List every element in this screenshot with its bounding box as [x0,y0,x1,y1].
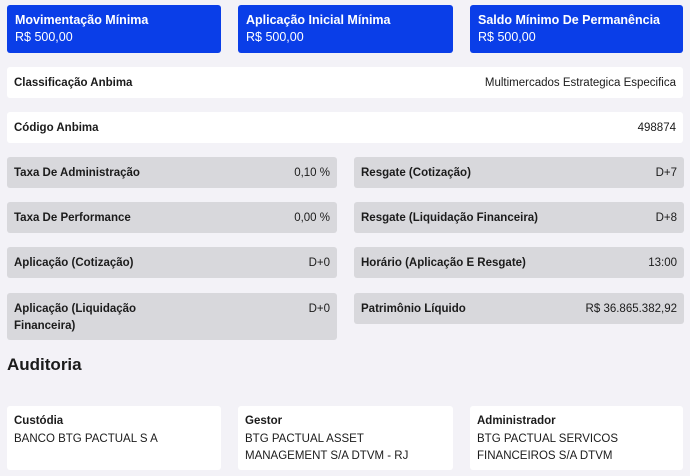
row-label: Taxa De Performance [14,211,131,224]
patrimonio-liquido-row: Patrimônio Líquido R$ 36.865.382,92 [354,293,684,324]
card-value: BANCO BTG PACTUAL S A [14,433,158,445]
card-value: BTG PACTUAL SERVICOS FINANCEIROS S/A DTV… [477,433,619,462]
row-value: 0,10 % [294,166,330,179]
row-label: Patrimônio Líquido [361,302,466,315]
aplicacao-cotizacao-row: Aplicação (Cotização) D+0 [7,247,337,278]
card-title: Administrador [477,415,556,427]
aplicacao-liquidacao-row: Aplicação (Liquidação Financeira) D+0 [7,293,337,340]
codigo-anbima-row: Código Anbima 498874 [7,112,683,143]
administrador-card: Administrador BTG PACTUAL SERVICOS FINAN… [470,406,683,470]
card-value: R$ 500,00 [478,30,536,44]
row-label: Resgate (Liquidação Financeira) [361,211,539,224]
custodia-card: Custódia BANCO BTG PACTUAL S A [7,406,221,470]
card-title: Gestor [245,415,283,427]
row-value: 0,00 % [294,211,330,224]
resgate-cotizacao-row: Resgate (Cotização) D+7 [354,157,684,188]
row-value: D+8 [655,211,677,224]
row-label: Código Anbima [14,121,99,134]
row-label: Taxa De Administração [14,166,140,179]
resgate-liquidacao-row: Resgate (Liquidação Financeira) D+8 [354,202,684,233]
row-label: Resgate (Cotização) [361,166,471,179]
card-value: R$ 500,00 [246,30,304,44]
row-label: Classificação Anbima [14,76,133,89]
section-title-auditoria: Auditoria [7,355,82,374]
card-value: R$ 500,00 [15,30,73,44]
row-label: Horário (Aplicação E Resgate) [361,256,526,269]
card-aplicacao-inicial-minima: Aplicação Inicial Mínima R$ 500,00 [238,5,453,53]
row-value: 13:00 [648,256,677,269]
row-value: R$ 36.865.382,92 [585,302,677,315]
card-title: Custódia [14,415,64,427]
row-value: Multimercados Estrategica Especifica [484,76,676,89]
taxa-administracao-row: Taxa De Administração 0,10 % [7,157,337,188]
row-value: D+0 [308,303,330,315]
row-label: Aplicação (Liquidação Financeira) [14,303,137,332]
card-value: BTG PACTUAL ASSET MANAGEMENT S/A DTVM - … [245,433,409,462]
card-movimentacao-minima: Movimentação Mínima R$ 500,00 [7,5,221,53]
horario-row: Horário (Aplicação E Resgate) 13:00 [354,247,684,278]
row-value: D+0 [308,256,330,269]
card-title: Movimentação Mínima [15,13,149,27]
row-value: D+7 [655,166,677,179]
card-title: Saldo Mínimo De Permanência [478,13,660,27]
row-label: Aplicação (Cotização) [14,256,134,269]
gestor-card: Gestor BTG PACTUAL ASSET MANAGEMENT S/A … [238,406,453,470]
card-title: Aplicação Inicial Mínima [246,13,391,27]
card-saldo-minimo-permanencia: Saldo Mínimo De Permanência R$ 500,00 [470,5,683,53]
taxa-performance-row: Taxa De Performance 0,00 % [7,202,337,233]
classificacao-anbima-row: Classificação Anbima Multimercados Estra… [7,67,683,98]
row-value: 498874 [637,121,676,134]
